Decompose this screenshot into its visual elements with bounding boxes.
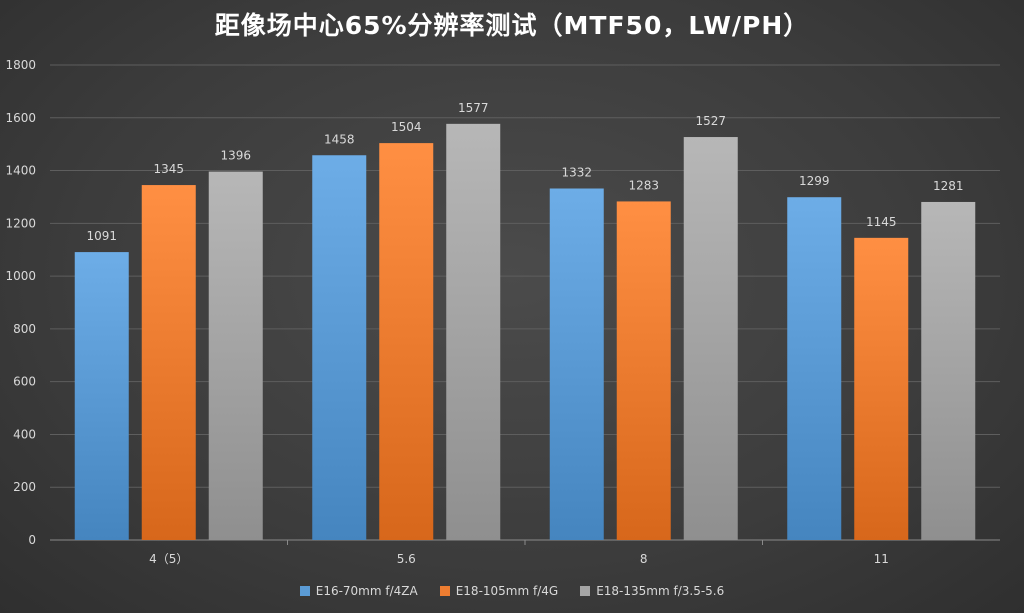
data-label: 1345 [153, 162, 184, 176]
bar [446, 123, 501, 540]
legend-label: E18-105mm f/4G [455, 584, 559, 598]
legend-swatch [299, 586, 310, 596]
y-tick-label: 1200 [5, 216, 36, 230]
legend-label: E16-70mm f/4ZA [315, 584, 418, 598]
legend-swatch [439, 586, 450, 596]
bar [921, 201, 976, 541]
bar [312, 155, 367, 540]
legend-label: E18-135mm f/3.5-5.6 [596, 584, 725, 598]
y-tick-label: 800 [13, 322, 36, 336]
data-label: 1299 [799, 174, 830, 188]
y-tick-label: 1800 [5, 58, 36, 72]
data-label: 1281 [933, 179, 964, 193]
bar [683, 137, 738, 540]
legend-swatch [580, 586, 591, 596]
data-label: 1091 [86, 229, 117, 243]
y-tick-label: 0 [28, 533, 36, 547]
data-label: 1332 [561, 166, 592, 180]
data-label: 1145 [866, 215, 897, 229]
legend-item: E18-105mm f/4G [439, 584, 559, 598]
chart-legend: E16-70mm f/4ZA E18-105mm f/4G E18-135mm f/… [0, 584, 1024, 598]
bar [549, 188, 604, 540]
bar [787, 197, 842, 541]
bar [74, 252, 129, 540]
data-label: 1577 [458, 101, 489, 115]
x-tick-label: 8 [640, 552, 648, 566]
chart-title: 距像场中心65%分辨率测试（MTF50，LW/PH） [214, 11, 810, 40]
legend-item: E18-135mm f/3.5-5.6 [580, 584, 724, 598]
y-tick-label: 200 [13, 480, 36, 494]
y-tick-label: 1600 [5, 111, 36, 125]
data-label: 1504 [391, 120, 422, 134]
x-tick-label: 4（5） [149, 552, 188, 566]
bar [616, 201, 671, 541]
x-tick-label: 5.6 [397, 552, 416, 566]
bar [208, 171, 263, 540]
y-tick-label: 600 [13, 375, 36, 389]
y-tick-label: 1400 [5, 164, 36, 178]
data-label: 1458 [324, 132, 355, 146]
data-label: 1527 [695, 114, 726, 128]
bar [379, 143, 434, 540]
legend-item: E16-70mm f/4ZA [299, 584, 418, 598]
y-tick-label: 400 [13, 427, 36, 441]
data-label: 1396 [220, 149, 251, 163]
data-label: 1283 [628, 178, 659, 192]
bar [854, 237, 909, 540]
y-tick-label: 1000 [5, 269, 36, 283]
bar [141, 185, 196, 540]
x-tick-label: 11 [874, 552, 889, 566]
